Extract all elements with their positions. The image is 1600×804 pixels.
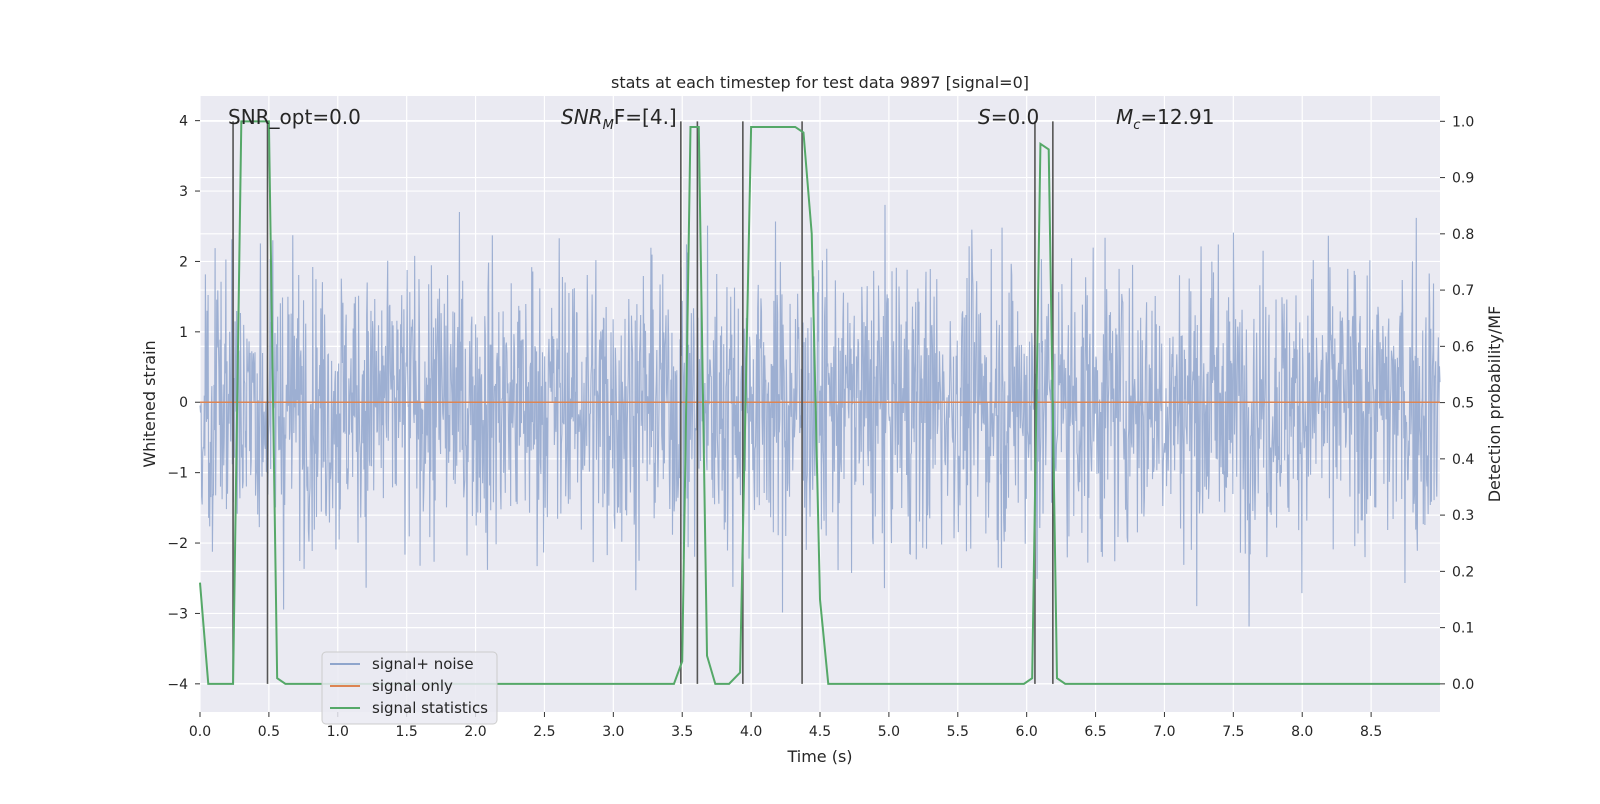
y-axis-right-label: Detection probability/MF — [1485, 306, 1504, 503]
legend-label-noise: signal+ noise — [372, 655, 474, 673]
y-right-tick-label: 0.7 — [1452, 283, 1474, 299]
y-axis-label: Whitened strain — [140, 340, 159, 467]
legend: signal+ noise signal only signal statist… — [321, 651, 498, 725]
x-tick-label: 2.0 — [464, 724, 486, 740]
x-tick-label: 5.5 — [947, 724, 969, 740]
x-tick-label: 6.0 — [1016, 724, 1038, 740]
x-axis-label: Time (s) — [786, 747, 852, 766]
x-tick-label: 3.5 — [671, 724, 693, 740]
x-tick-label: 8.5 — [1360, 724, 1382, 740]
x-tick-label: 1.0 — [327, 724, 349, 740]
x-tick-label: 5.0 — [878, 724, 900, 740]
y-right-tick-label: 0.9 — [1452, 171, 1474, 187]
x-tick-label: 6.5 — [1084, 724, 1106, 740]
y-right-tick-label: 0.1 — [1452, 621, 1474, 637]
x-tick-label: 4.5 — [809, 724, 831, 740]
y-right-tick-label: 0.3 — [1452, 508, 1474, 524]
noise-line — [199, 204, 1441, 627]
annotation-mc: Mc=12.91 — [1116, 105, 1214, 133]
stats-series — [199, 120, 1440, 685]
x-tick-label: 4.0 — [740, 724, 762, 740]
y-tick-label: 2 — [179, 254, 188, 270]
y-right-tick-label: 0.5 — [1452, 396, 1474, 412]
annotation-s: S=0.0 — [978, 105, 1039, 129]
annotation-mc-base: M — [1116, 105, 1133, 129]
y-right-tick-label: 0.6 — [1452, 339, 1474, 355]
y-tick-label: 4 — [179, 114, 188, 130]
chart-title: stats at each timestep for test data 989… — [611, 73, 1029, 92]
x-tick-label: 1.5 — [396, 724, 418, 740]
legend-box — [321, 651, 498, 725]
y-tick-label: −4 — [167, 677, 188, 693]
y-tick-label: 0 — [179, 395, 188, 411]
noise-series — [199, 204, 1441, 627]
annotation-mc-rest: =12.91 — [1140, 105, 1214, 129]
y-tick-label: −2 — [167, 536, 188, 552]
y-right-tick-label: 0.8 — [1452, 227, 1474, 243]
annotation-snr-mf: SNRMF=[4.] — [561, 105, 677, 133]
y-right-tick-label: 0.4 — [1452, 452, 1474, 468]
annotation-snr-mf-rest: F=[4.] — [614, 105, 677, 129]
x-tick-label: 0.0 — [189, 724, 211, 740]
y-tick-label: −1 — [167, 466, 188, 482]
annotation-s-var: S — [978, 105, 991, 129]
legend-label-signal: signal only — [372, 677, 453, 695]
legend-label-stats: signal statistics — [372, 699, 488, 717]
annotation-snr-mf-sub: M — [603, 118, 614, 133]
x-tick-label: 3.0 — [602, 724, 624, 740]
annotation-mc-sub: c — [1133, 118, 1140, 133]
annotation-s-rest: =0.0 — [991, 105, 1040, 129]
x-tick-label: 7.5 — [1222, 724, 1244, 740]
x-tick-label: 7.0 — [1153, 724, 1175, 740]
x-tick-label: 2.5 — [533, 724, 555, 740]
y-tick-label: 3 — [179, 184, 188, 200]
x-tick-label: 8.0 — [1291, 724, 1313, 740]
stats-line — [199, 120, 1440, 685]
annotation-snr-opt: SNR_opt=0.0 — [228, 105, 361, 129]
y-right-tick-label: 0.2 — [1452, 564, 1474, 580]
annotation-snr-mf-base: SNR — [561, 105, 603, 129]
y-right-tick-label: 0.0 — [1452, 677, 1474, 693]
y-tick-label: −3 — [167, 606, 188, 622]
y-right-tick-label: 1.0 — [1452, 114, 1474, 130]
axis-layer: 0.0 0.5 1.0 1.5 2.0 2.5 3.0 3.5 4.0 4.5 5.0 5.5 6.0 6… — [167, 114, 1474, 740]
y-tick-label: 1 — [179, 325, 188, 341]
x-tick-label: 0.5 — [258, 724, 280, 740]
